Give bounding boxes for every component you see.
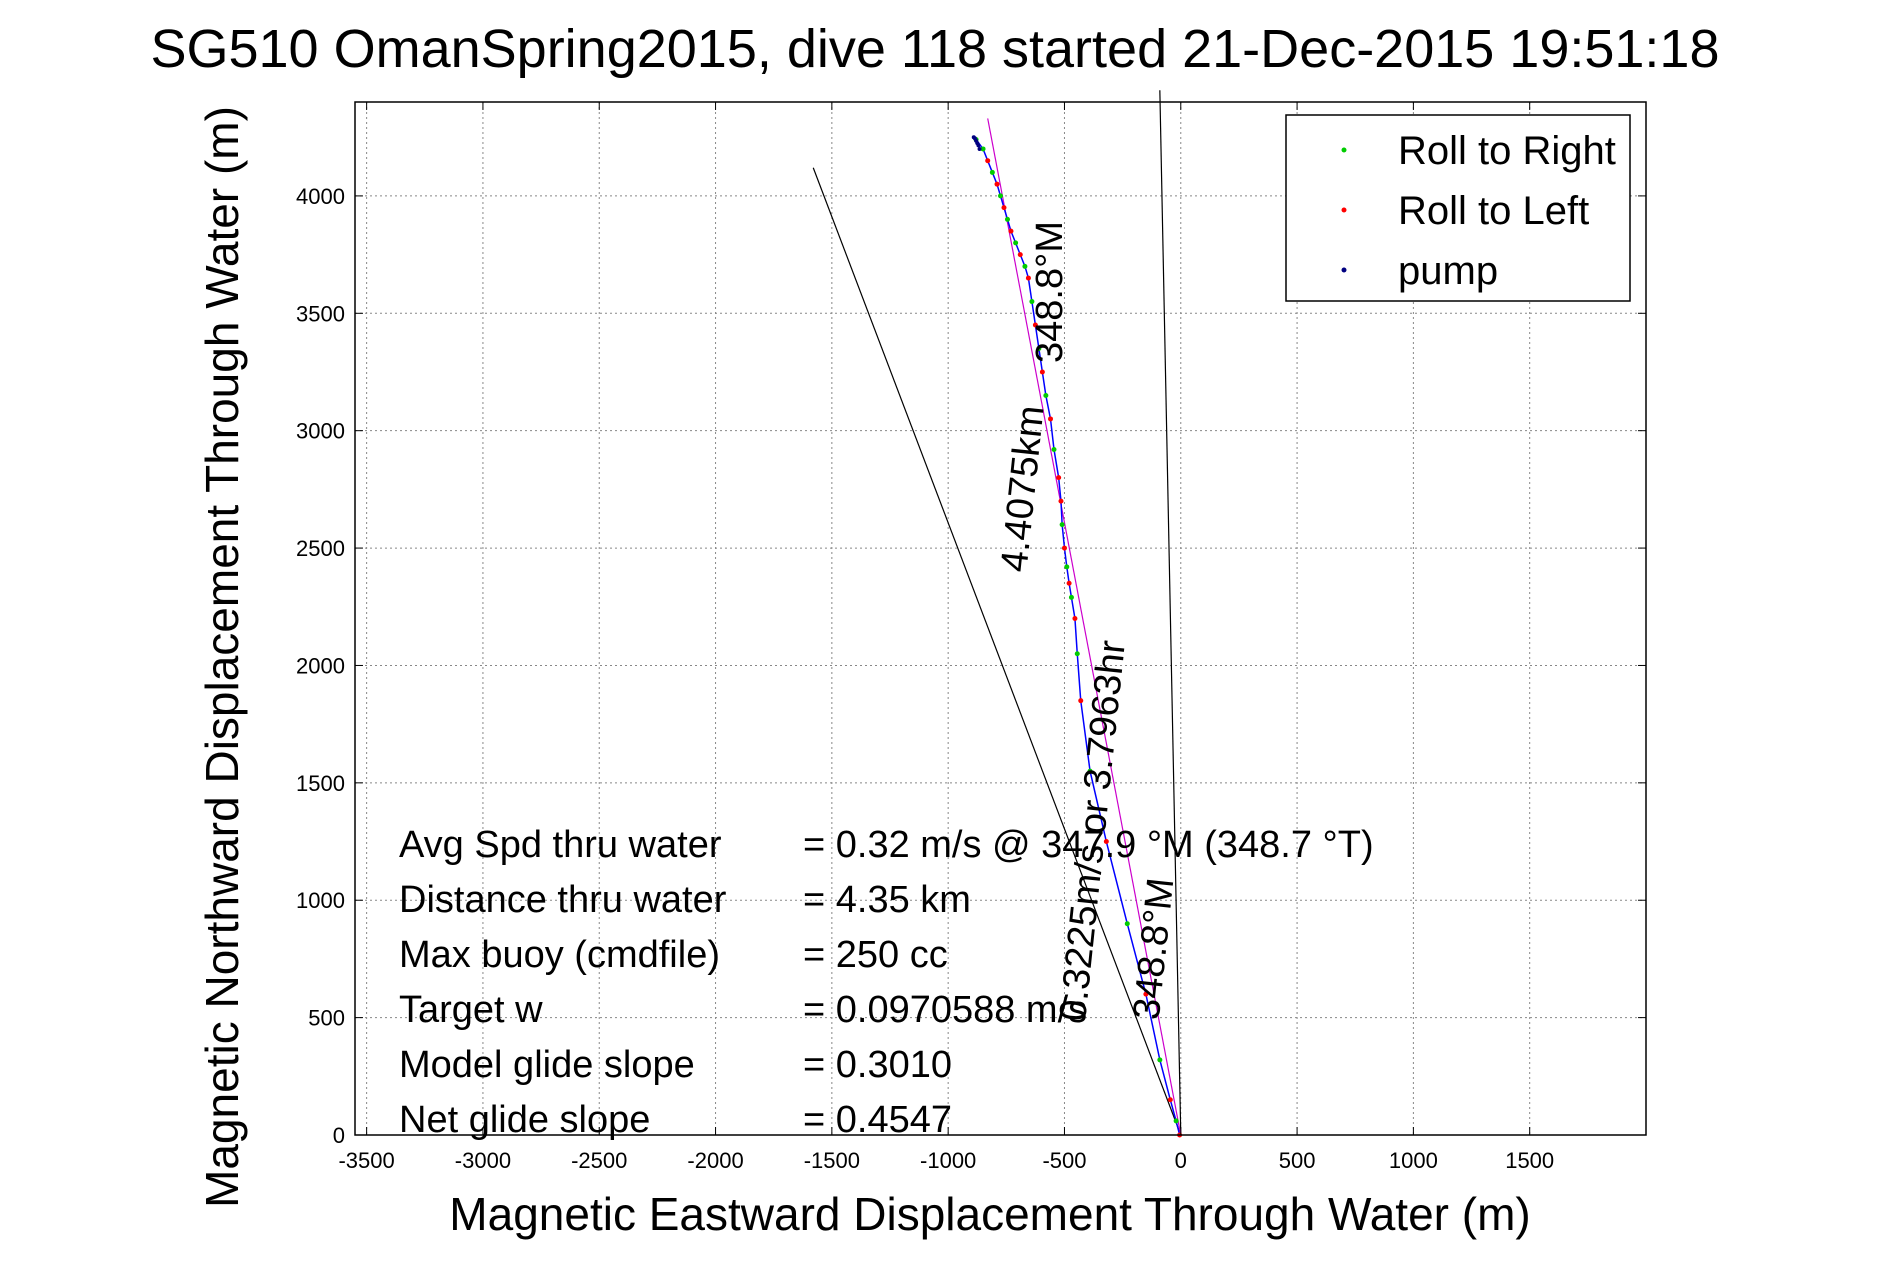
roll-left-point bbox=[994, 181, 1000, 187]
roll-right-point bbox=[980, 146, 986, 152]
roll-left-point bbox=[1056, 475, 1062, 481]
roll-right-point bbox=[1157, 1057, 1163, 1063]
x-tick-label: 500 bbox=[1279, 1148, 1316, 1173]
heading-annotation-top: 348.8°M bbox=[1029, 221, 1071, 363]
roll-left-point bbox=[1143, 991, 1149, 997]
stat-label: Model glide slope bbox=[399, 1044, 695, 1086]
legend-label: Roll to Right bbox=[1398, 129, 1616, 173]
roll-left-point bbox=[1025, 275, 1031, 281]
x-tick-label: -2000 bbox=[687, 1148, 743, 1173]
roll-right-point bbox=[1022, 263, 1028, 269]
stat-label: Net glide slope bbox=[399, 1099, 650, 1141]
y-tick-label: 2000 bbox=[296, 653, 345, 678]
x-tick-label: -2500 bbox=[571, 1148, 627, 1173]
y-tick-label: 1000 bbox=[296, 888, 345, 913]
roll-right-point bbox=[1124, 921, 1130, 927]
roll-left-point bbox=[1058, 498, 1064, 504]
chart-title: SG510 OmanSpring2015, dive 118 started 2… bbox=[150, 19, 1719, 79]
stat-label: Avg Spd thru water bbox=[399, 824, 722, 866]
stat-value: = 0.32 m/s @ 347.9 °M (348.7 °T) bbox=[803, 824, 1374, 866]
heading-annotation-bottom: 348.8°M bbox=[1126, 876, 1183, 1022]
roll-left-point bbox=[1061, 545, 1067, 551]
x-tick-label: -3500 bbox=[338, 1148, 394, 1173]
y-tick-label: 3000 bbox=[296, 419, 345, 444]
roll-left-point bbox=[1048, 416, 1054, 422]
roll-right-point bbox=[1013, 240, 1019, 246]
y-tick-label: 3500 bbox=[296, 301, 345, 326]
pump-point bbox=[971, 135, 976, 140]
current-line-long bbox=[812, 167, 1182, 1136]
roll-left-point bbox=[1001, 205, 1007, 211]
roll-right-point bbox=[1068, 594, 1074, 600]
x-tick-label: -500 bbox=[1042, 1148, 1086, 1173]
roll-left-point bbox=[1072, 616, 1078, 621]
roll-right-point bbox=[1029, 299, 1035, 305]
roll-right-point bbox=[1051, 446, 1057, 452]
x-tick-label: 0 bbox=[1175, 1148, 1187, 1173]
x-tick-label: -1500 bbox=[804, 1148, 860, 1173]
roll-right-point bbox=[1036, 346, 1042, 352]
roll-left-point bbox=[1017, 252, 1023, 258]
grid-lines bbox=[355, 102, 1646, 1136]
roll-right-point bbox=[1004, 216, 1010, 222]
stat-value: = 0.0970588 m/s bbox=[803, 989, 1087, 1031]
y-axis-label: Magnetic Northward Displacement Through … bbox=[196, 106, 248, 1208]
axis-ticks: -3500 -3000 -2500 -2000 -1500 -1000 -500 0 500 10… bbox=[296, 102, 1646, 1173]
y-tick-label: 1500 bbox=[296, 771, 345, 796]
roll-left-point bbox=[1032, 322, 1038, 328]
roll-left-point bbox=[1078, 698, 1084, 704]
roll-right-point bbox=[1059, 522, 1065, 528]
stat-label: Max buoy (cmdfile) bbox=[399, 934, 720, 976]
roll-right-point bbox=[1064, 564, 1070, 570]
roll-right-point bbox=[989, 169, 995, 175]
roll-left-point bbox=[1039, 369, 1045, 375]
legend-marker bbox=[1341, 207, 1347, 213]
data-series bbox=[812, 90, 1183, 1138]
x-tick-label: -3000 bbox=[455, 1148, 511, 1173]
roll-left-point bbox=[1066, 580, 1072, 586]
stat-value: = 0.3010 bbox=[803, 1044, 952, 1086]
roll-right-point bbox=[1074, 651, 1080, 657]
y-tick-label: 0 bbox=[333, 1123, 345, 1148]
roll-right-point bbox=[1043, 392, 1049, 398]
legend-label: pump bbox=[1398, 249, 1498, 293]
stats-block: Avg Spd thru water = 0.32 m/s @ 347.9 °M … bbox=[399, 824, 1374, 1141]
legend-marker bbox=[1341, 267, 1347, 273]
heading-line bbox=[987, 118, 1182, 1136]
roll-right-point bbox=[1087, 768, 1093, 774]
plot-area-border bbox=[354, 101, 1647, 1136]
x-tick-label: 1500 bbox=[1505, 1148, 1554, 1173]
roll-left-point bbox=[1167, 1097, 1173, 1103]
stat-value: = 250 cc bbox=[803, 934, 948, 976]
y-tick-label: 4000 bbox=[296, 184, 345, 209]
stat-label: Target w bbox=[399, 989, 543, 1031]
legend-marker bbox=[1341, 147, 1347, 153]
x-axis-label: Magnetic Eastward Displacement Through W… bbox=[449, 1188, 1530, 1240]
roll-left-point bbox=[1008, 228, 1014, 234]
dive-track-line bbox=[973, 136, 1181, 1136]
stat-value: = 0.4547 bbox=[803, 1099, 952, 1141]
distance-annotation: 4.4075km bbox=[993, 404, 1052, 574]
legend: Roll to Right Roll to Left pump bbox=[1285, 114, 1631, 302]
x-tick-label: -1000 bbox=[920, 1148, 976, 1173]
legend-label: Roll to Left bbox=[1398, 189, 1589, 233]
current-line-short bbox=[1159, 90, 1182, 1136]
y-tick-label: 2500 bbox=[296, 536, 345, 561]
stat-label: Distance thru water bbox=[399, 879, 727, 921]
pump-point bbox=[977, 146, 982, 151]
x-tick-label: 1000 bbox=[1389, 1148, 1438, 1173]
roll-right-point bbox=[1173, 1118, 1179, 1124]
roll-left-point bbox=[985, 158, 991, 164]
stat-value: = 4.35 km bbox=[803, 879, 971, 921]
y-tick-label: 500 bbox=[308, 1006, 345, 1031]
roll-right-point bbox=[998, 193, 1003, 199]
roll-left-point bbox=[1103, 839, 1109, 845]
